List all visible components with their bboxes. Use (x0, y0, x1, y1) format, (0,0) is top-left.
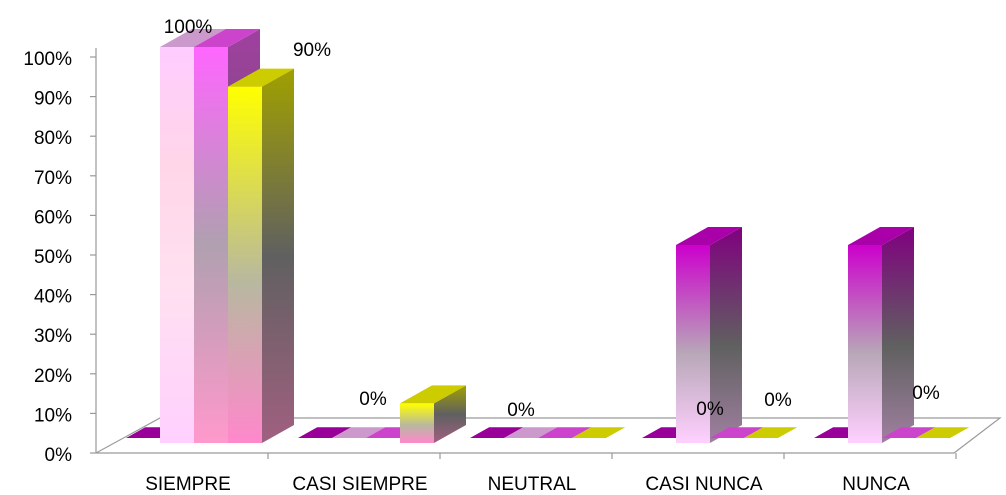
bar-casi-nunca-1 (676, 245, 710, 443)
y-tick-label: 80% (34, 128, 72, 149)
y-tick-label: 90% (34, 89, 72, 110)
y-tick-label: 0% (45, 445, 73, 466)
category-label: CASI SIEMPRE (292, 474, 427, 495)
data-label: 0% (912, 383, 940, 404)
bar-siempre-3 (228, 86, 262, 443)
x-axis-categories: SIEMPRE CASI SIEMPRE NEUTRAL CASI NUNCA NUNC… (145, 474, 910, 495)
y-tick-label: 70% (34, 168, 72, 189)
data-label: 0% (696, 399, 724, 420)
bar-casi-siempre-3 (400, 403, 434, 443)
bar-side (710, 227, 742, 443)
bar-floor-marker (882, 427, 936, 438)
y-tick-label: 50% (34, 247, 72, 268)
y-tick-label: 100% (23, 49, 72, 70)
bar-top (676, 227, 742, 245)
y-axis-ticks: 0% 10% 20% 30% 40% 50% 60% 70% 80% 90% 100% (23, 49, 72, 466)
bar-side (262, 68, 294, 443)
bar-nunca-1 (848, 245, 882, 443)
bar-top (228, 68, 294, 87)
bar-siempre-1 (160, 47, 194, 443)
data-label: 0% (359, 389, 387, 410)
y-tick-label: 60% (34, 207, 72, 228)
data-label: 90% (293, 40, 331, 61)
bar-top (194, 29, 260, 47)
bars (126, 29, 970, 443)
bar-floor-marker (744, 427, 798, 438)
bar-floor-marker (710, 427, 764, 438)
y-tick-label: 20% (34, 366, 72, 387)
bar-floor-marker (332, 427, 386, 438)
data-label: 100% (164, 17, 213, 38)
bar-floor-marker (538, 427, 592, 438)
bar-siempre-2 (194, 47, 228, 443)
bar-side (882, 227, 914, 443)
category-label: NUNCA (842, 474, 910, 495)
bar-floor-marker (470, 427, 524, 438)
data-label: 0% (764, 390, 792, 411)
bar-floor-marker (298, 427, 352, 438)
bar-side (434, 385, 466, 443)
y-tick-label: 10% (34, 405, 72, 426)
category-label: CASI NUNCA (645, 474, 763, 495)
y-tick-label: 40% (34, 287, 72, 308)
y-tick-label: 30% (34, 326, 72, 347)
bar-top (160, 29, 226, 47)
data-labels: 100% 90% 0% 0% 0% 0% 0% (164, 17, 940, 421)
bar-top (400, 385, 466, 404)
bar-floor-marker (572, 427, 626, 438)
bar-top (848, 227, 914, 245)
bar-floor-marker (504, 427, 558, 438)
bar-floor-marker (916, 427, 970, 438)
category-label: NEUTRAL (488, 474, 577, 495)
data-label: 0% (507, 400, 535, 421)
category-label: SIEMPRE (145, 474, 231, 495)
